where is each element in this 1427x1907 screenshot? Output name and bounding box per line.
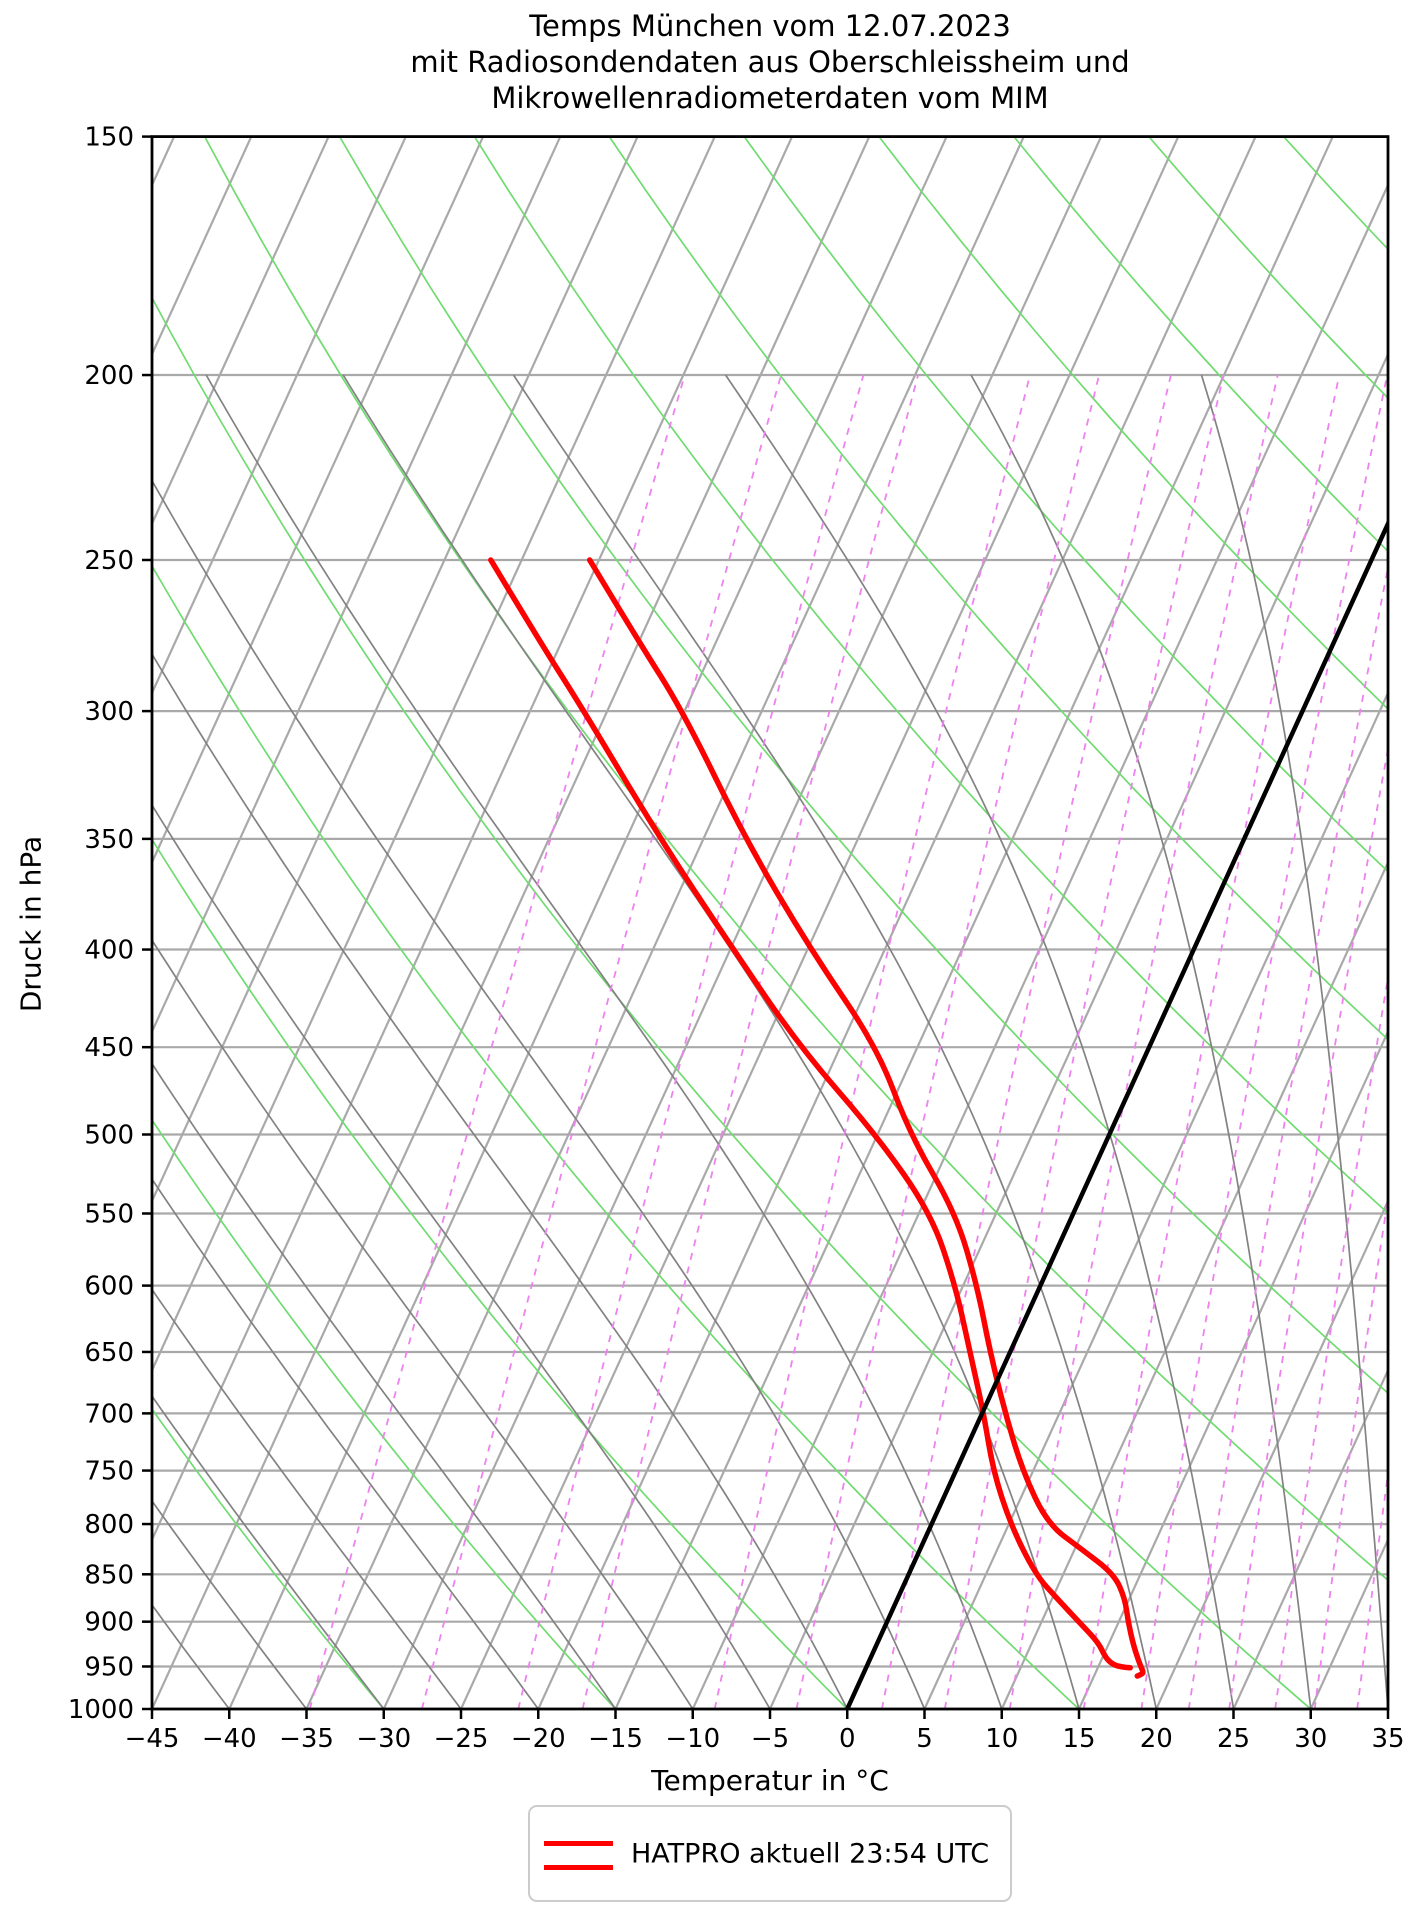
y-tick-label: 950 xyxy=(84,1652,134,1682)
x-tick-label: 15 xyxy=(1062,1724,1095,1754)
mixing-ratio-lines xyxy=(308,374,1388,1710)
x-tick-label: 35 xyxy=(1371,1724,1404,1754)
y-axis-label: Druck in hPa xyxy=(14,835,48,1013)
y-tick-labels: 150 200 250 300 350 400 450 500 550 600 650 700 750 8… xyxy=(68,123,134,1725)
x-tick-label: 0 xyxy=(839,1724,856,1754)
axis-ticks xyxy=(142,135,1390,1719)
x-tick-label: −30 xyxy=(356,1724,411,1754)
y-tick-label: 300 xyxy=(84,697,134,727)
y-tick-label: 1000 xyxy=(68,1695,134,1725)
plot-area xyxy=(152,136,1388,1710)
y-tick-label: 400 xyxy=(84,936,134,966)
x-tick-label: −45 xyxy=(125,1724,180,1754)
y-tick-label: 800 xyxy=(84,1510,134,1540)
legend-label: HATPRO aktuell 23:54 UTC xyxy=(631,1838,990,1869)
y-tick-label: 650 xyxy=(84,1338,134,1368)
x-tick-label: −40 xyxy=(202,1724,257,1754)
isobar-gridlines xyxy=(152,136,1388,1710)
x-tick-label: 5 xyxy=(916,1724,933,1754)
x-axis-label: Temperatur in °C xyxy=(651,1764,889,1797)
y-tick-label: 550 xyxy=(84,1199,134,1229)
y-tick-label: 750 xyxy=(84,1457,134,1487)
y-tick-label: 200 xyxy=(84,361,134,391)
y-tick-label: 900 xyxy=(84,1608,134,1638)
y-tick-label: 150 xyxy=(84,123,134,153)
y-tick-label: 600 xyxy=(84,1272,134,1302)
y-tick-label: 500 xyxy=(84,1120,134,1150)
moist-adiabat-lines xyxy=(152,374,1388,1710)
x-tick-label: 10 xyxy=(985,1724,1018,1754)
legend: HATPRO aktuell 23:54 UTC xyxy=(528,1805,1012,1902)
x-tick-label: 25 xyxy=(1217,1724,1250,1754)
chart-title: Temps München vom 12.07.2023 mit Radioso… xyxy=(220,8,1320,116)
dewpoint-curve xyxy=(488,557,1133,1671)
zero-degree-isotherm xyxy=(845,518,1388,1710)
x-tick-label: −35 xyxy=(279,1724,334,1754)
temperature-curve xyxy=(586,557,1146,1679)
y-tick-label: 450 xyxy=(84,1033,134,1063)
x-tick-label: −15 xyxy=(588,1724,643,1754)
x-tick-label: −10 xyxy=(665,1724,720,1754)
chart-title-line1: Temps München vom 12.07.2023 xyxy=(529,9,1011,43)
chart-title-line3: Mikrowellenradiometerdaten vom MIM xyxy=(491,81,1049,115)
legend-red-line-bottom xyxy=(544,1865,613,1870)
y-tick-label: 700 xyxy=(84,1399,134,1429)
y-tick-label: 250 xyxy=(84,546,134,576)
x-tick-label: −5 xyxy=(751,1724,789,1754)
x-tick-label: −20 xyxy=(511,1724,566,1754)
legend-red-line-top xyxy=(544,1841,613,1846)
y-tick-label: 850 xyxy=(84,1560,134,1590)
chart-title-line2: mit Radiosondendaten aus Oberschleisshei… xyxy=(410,45,1130,79)
x-tick-label: 20 xyxy=(1140,1724,1173,1754)
x-tick-label: 30 xyxy=(1294,1724,1327,1754)
y-tick-label: 350 xyxy=(84,825,134,855)
x-tick-labels: −45 −40 −35 −30 −25 −20 −15 −10 −5 0 5 10 15 20 25 30 35 xyxy=(125,1724,1405,1754)
x-tick-label: −25 xyxy=(434,1724,489,1754)
